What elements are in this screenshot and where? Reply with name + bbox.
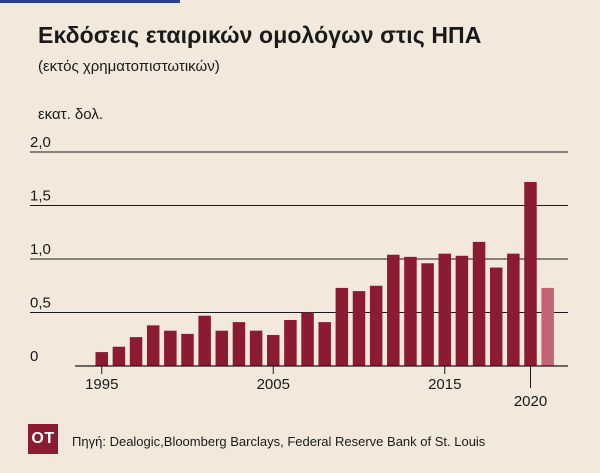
y-tick-label: 0,5 — [30, 295, 51, 312]
x-tick-label: 1995 — [85, 376, 118, 393]
bar-2010 — [352, 291, 366, 366]
bar-1995 — [95, 352, 108, 366]
bar-2017 — [472, 241, 486, 366]
grid-lines — [30, 151, 568, 313]
bar-2021 — [541, 287, 554, 366]
y-tick-label: 1,5 — [30, 188, 51, 205]
x-tick-label: 2020 — [514, 393, 547, 410]
y-tick-label: 2,0 — [30, 134, 51, 151]
bar-2015 — [438, 253, 451, 366]
bar-1996 — [112, 346, 126, 366]
ot-logo: ΟΤ — [28, 424, 58, 454]
x-tick-label: 2005 — [257, 376, 290, 393]
bar-2016 — [455, 255, 469, 366]
bar-1999 — [164, 330, 177, 366]
bar-2000 — [181, 333, 194, 366]
bar-1997 — [129, 337, 143, 366]
bar-2002 — [215, 330, 229, 366]
bar-2020 — [524, 181, 537, 366]
bar-2001 — [198, 315, 211, 366]
x-tick-label: 2015 — [428, 376, 461, 393]
bar-1998 — [146, 325, 160, 366]
top-accent-rule — [0, 0, 180, 3]
x-axis: 1995 2005 2015 2020 — [75, 365, 568, 410]
bar-2007 — [301, 312, 314, 366]
source-note: Πηγή: Dealogic,Bloomberg Barclays, Feder… — [72, 434, 486, 449]
y-tick-label: 1,0 — [30, 241, 51, 258]
bar-2003 — [232, 322, 246, 366]
bar-2019 — [507, 253, 520, 366]
bar-2008 — [318, 322, 331, 366]
bar-2012 — [387, 254, 400, 366]
bar-2018 — [489, 267, 503, 366]
bar-2013 — [404, 256, 417, 366]
bars — [95, 181, 554, 366]
bar-2005 — [267, 334, 280, 366]
bar-2004 — [249, 330, 263, 366]
y-tick-labels: 0 0,5 1,0 1,5 2,0 — [30, 134, 51, 365]
chart-title: Εκδόσεις εταιρικών ομολόγων στις ΗΠΑ — [38, 22, 482, 48]
bar-2011 — [369, 285, 383, 366]
bar-2009 — [335, 287, 349, 366]
bar-2006 — [284, 319, 297, 366]
y-tick-label: 0 — [30, 348, 38, 365]
chart-subtitle: (εκτός χρηματοπιστωτικών) — [38, 58, 220, 75]
y-axis-unit-label: εκατ. δολ. — [38, 106, 104, 123]
bar-2014 — [421, 263, 434, 366]
